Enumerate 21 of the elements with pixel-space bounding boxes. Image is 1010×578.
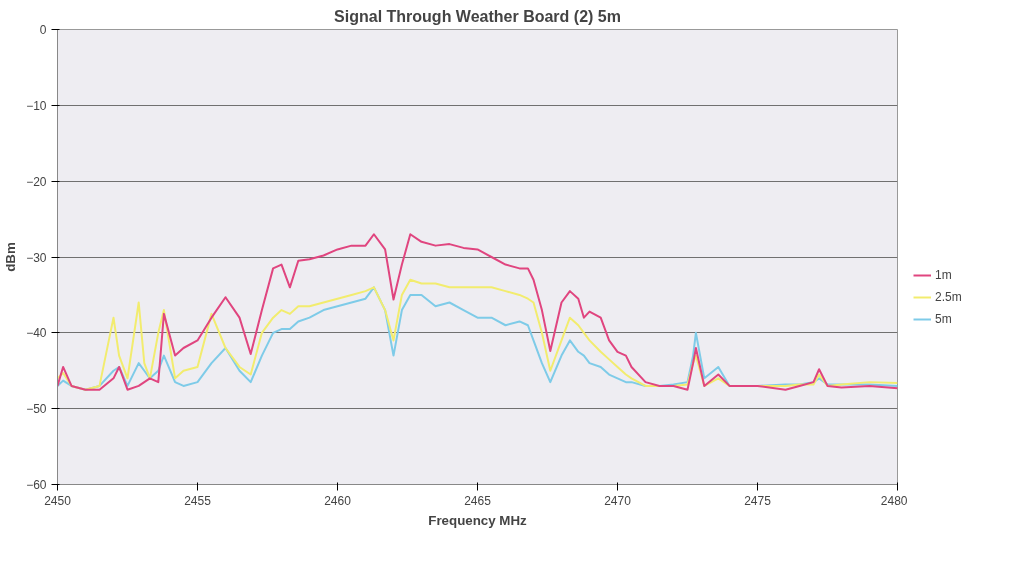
legend-label: 2.5m xyxy=(935,290,962,304)
y-tick-label: −20 xyxy=(26,174,47,189)
legend-label: 5m xyxy=(935,312,953,326)
y-tick-label: 0 xyxy=(39,23,47,37)
x-tick-label: 2460 xyxy=(324,493,352,508)
x-tick-label: 2450 xyxy=(44,493,72,508)
y-tick-label: −60 xyxy=(26,478,47,492)
x-axis-title: Frequency MHz xyxy=(428,512,528,528)
legend-label: 1m xyxy=(935,268,953,282)
x-tick-label: 2455 xyxy=(184,493,212,508)
x-tick-label: 2470 xyxy=(604,493,632,508)
x-tick-label: 2475 xyxy=(744,493,772,508)
x-tick-label: 2480 xyxy=(880,493,908,508)
y-axis-title: dBm xyxy=(3,242,19,272)
line-series xyxy=(57,233,898,391)
chart-title: Signal Through Weather Board (2) 5m xyxy=(334,7,621,25)
y-tick-label: −10 xyxy=(26,98,47,113)
x-tick-label: 2465 xyxy=(464,493,492,508)
y-tick-label: −50 xyxy=(26,402,47,417)
y-tick-label: −40 xyxy=(26,326,47,341)
y-tick-label: −30 xyxy=(26,250,47,265)
